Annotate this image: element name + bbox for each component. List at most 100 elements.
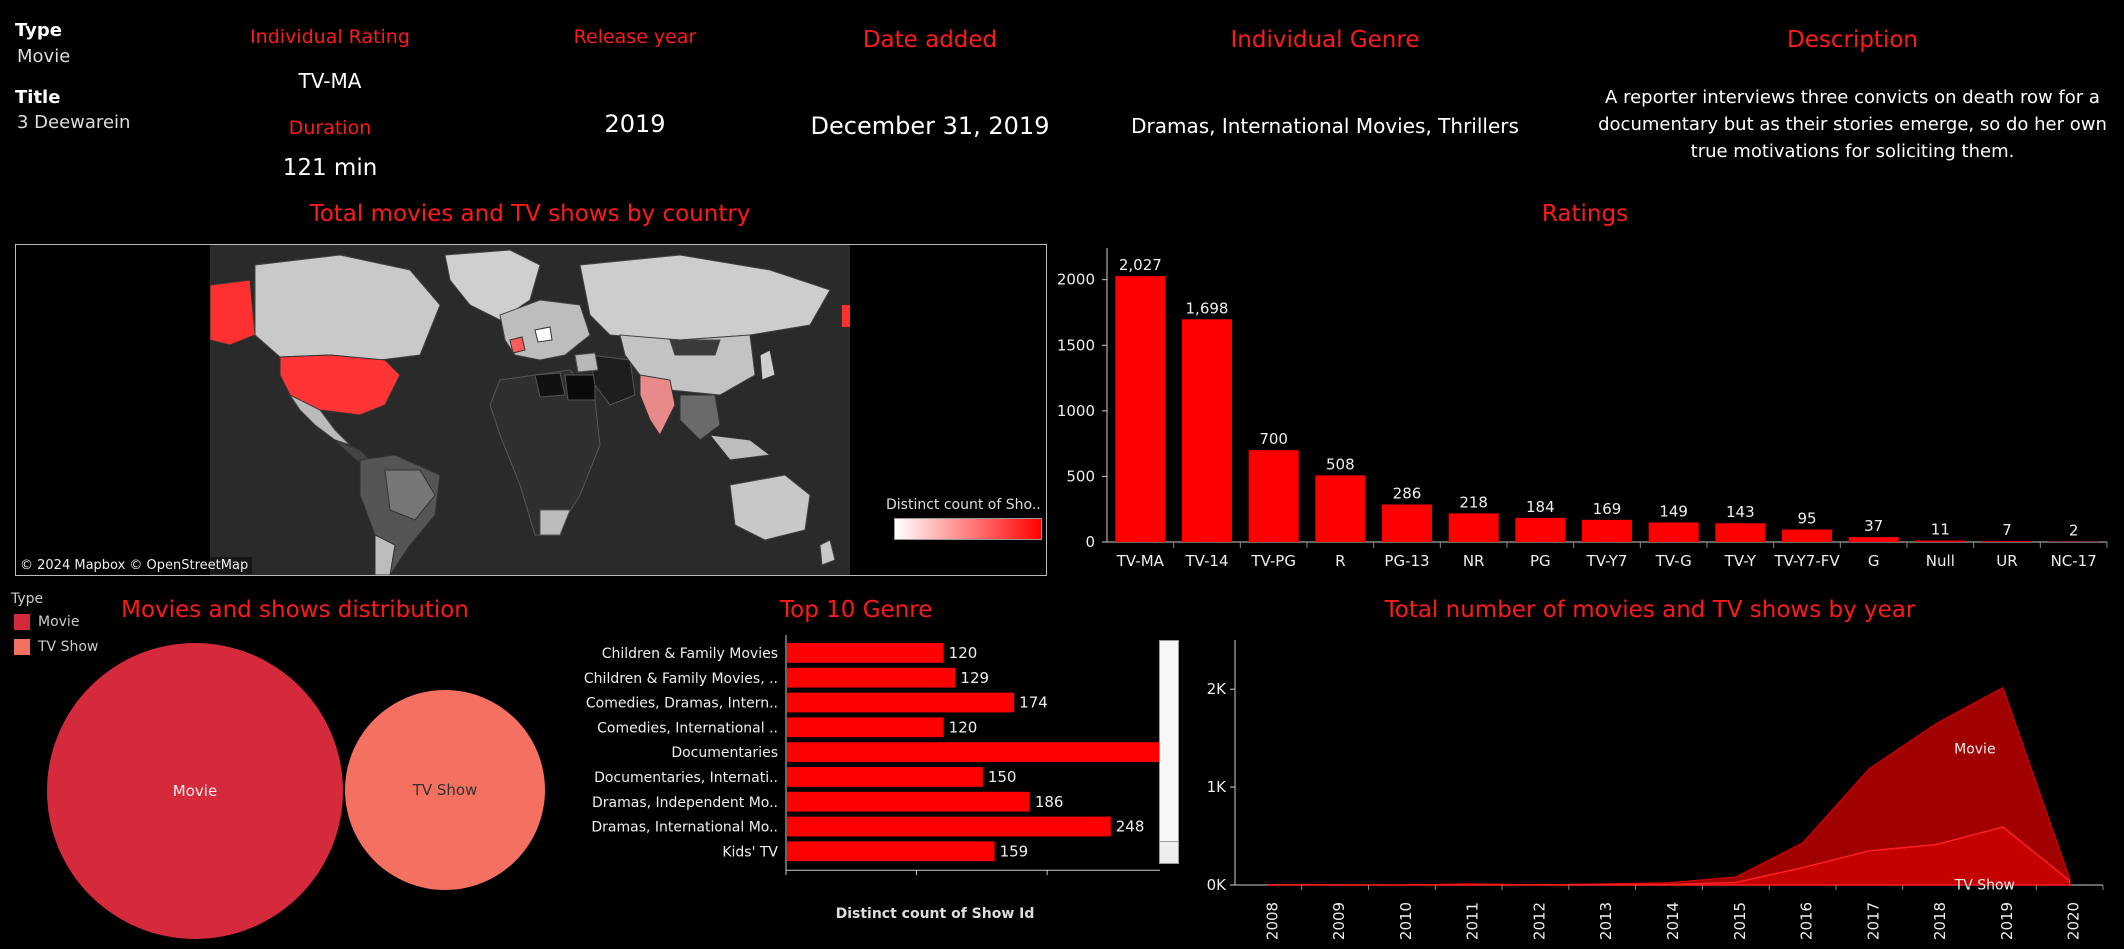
- year-x-tick-label: 2014: [1664, 902, 1682, 940]
- ratings-value-label: 184: [1526, 498, 1555, 516]
- year-x-tick-label: 2012: [1530, 902, 1548, 940]
- ratings-category-label: G: [1868, 552, 1880, 570]
- ratings-bar: [1715, 523, 1766, 542]
- ratings-bar: [1782, 529, 1832, 542]
- year-x-tick-label: 2015: [1731, 902, 1749, 940]
- legend-swatch-tvshow: [14, 639, 30, 655]
- genre-category-label: Documentaries, Internati..: [594, 770, 778, 786]
- release-value: 2019: [604, 110, 666, 138]
- rating-value: TV-MA: [298, 69, 362, 93]
- ratings-bar: [1582, 519, 1632, 542]
- ratings-category-label: PG: [1530, 552, 1551, 570]
- year-x-tick-label: 2013: [1597, 902, 1615, 940]
- map-legend-gradient: [894, 518, 1042, 540]
- year-series-label-movie: Movie: [1954, 742, 1995, 758]
- ratings-value-label: 37: [1864, 517, 1883, 535]
- genre-category-label: Comedies, Dramas, Intern..: [586, 696, 778, 712]
- ratings-value-label: 143: [1726, 503, 1755, 521]
- legend-item-tvshow[interactable]: TV Show: [14, 639, 98, 655]
- bubble-movie[interactable]: [47, 643, 343, 939]
- map-canvas[interactable]: [209, 245, 850, 575]
- ratings-value-label: 2,027: [1119, 256, 1162, 274]
- year-x-tick-label: 2016: [1798, 902, 1816, 940]
- genre-label: Individual Genre: [1230, 27, 1420, 53]
- genre-bar: [787, 767, 983, 787]
- genre-bar: [787, 742, 1160, 762]
- bubble-tvshow[interactable]: [345, 690, 545, 890]
- genre-scrollbar[interactable]: [1159, 640, 1179, 864]
- ratings-category-label: TV-Y: [1724, 552, 1757, 570]
- ratings-y-tick-label: 0: [1085, 533, 1095, 551]
- description-label: Description: [1787, 27, 1918, 53]
- map-edge-red-region: [842, 305, 850, 327]
- genre-bar: [787, 816, 1111, 837]
- bubble-label-tvshow: TV Show: [412, 781, 478, 799]
- year-y-tick-label: 0K: [1207, 876, 1228, 894]
- genre-value-label: 186: [1035, 793, 1064, 811]
- ratings-bar: [1915, 540, 1966, 542]
- duration-value: 121 min: [282, 155, 378, 181]
- ratings-y-tick-label: 1500: [1057, 336, 1095, 354]
- genre-value-label: 159: [1000, 842, 1029, 860]
- year-series-label-tvshow: TV Show: [1954, 878, 2015, 894]
- map-title: Total movies and TV shows by country: [309, 201, 751, 227]
- genre-category-label: Children & Family Movies, ..: [584, 671, 778, 687]
- genre-bar: [787, 667, 956, 688]
- genre-bar: [787, 717, 944, 738]
- ratings-y-tick-label: 2000: [1057, 271, 1095, 289]
- ratings-bar: [1648, 522, 1699, 542]
- ratings-value-label: 700: [1259, 430, 1288, 448]
- year-chart-title: Total number of movies and TV shows by y…: [1384, 597, 1916, 623]
- title-label: Title: [15, 87, 61, 108]
- ratings-value-label: 286: [1393, 484, 1422, 502]
- genre-value-label: 129: [960, 669, 989, 687]
- legend-label-movie: Movie: [38, 614, 80, 630]
- description-value: A reporter interviews three convicts on …: [1598, 87, 2107, 162]
- genre-bar: [787, 643, 944, 663]
- ratings-category-label: Null: [1926, 552, 1955, 570]
- map-attribution[interactable]: © 2024 Mapbox © OpenStreetMap: [16, 557, 253, 574]
- ratings-value-label: 218: [1459, 493, 1488, 511]
- map-legend-title: Distinct count of Sho..: [886, 497, 1041, 513]
- distribution-bubble-chart: Movie TV Show: [47, 643, 545, 939]
- genre-value-label: 248: [1116, 818, 1145, 836]
- ratings-bar: [1382, 504, 1432, 542]
- country-map[interactable]: © 2024 Mapbox © OpenStreetMap Distinct c…: [15, 244, 1047, 576]
- release-label: Release year: [573, 26, 697, 48]
- genre-value-label: 174: [1019, 694, 1048, 712]
- year-y-tick-label: 1K: [1207, 778, 1228, 796]
- type-label: Type: [15, 20, 62, 41]
- year-x-tick-label: 2017: [1864, 902, 1882, 940]
- genre-bar-chart: Children & Family Movies 120 Children & Fa…: [584, 635, 1160, 875]
- ratings-bar: [1982, 541, 2032, 542]
- ratings-category-label: TV-14: [1184, 552, 1228, 570]
- genre-value: Dramas, International Movies, Thrillers: [1131, 114, 1519, 138]
- year-x-tick-label: 2019: [1998, 902, 2016, 940]
- genre-category-label: Comedies, International ..: [597, 720, 778, 736]
- ratings-title: Ratings: [1541, 201, 1629, 227]
- ratings-y-tick-label: 500: [1066, 467, 1095, 485]
- ratings-bar: [1515, 517, 1566, 542]
- ratings-category-label: NR: [1463, 552, 1485, 570]
- ratings-value-label: 169: [1593, 500, 1622, 518]
- genre-category-label: Kids' TV: [722, 844, 778, 860]
- ratings-value-label: 11: [1931, 521, 1950, 539]
- rating-label: Individual Rating: [250, 26, 410, 48]
- genre-category-label: Children & Family Movies: [602, 646, 778, 662]
- ratings-bar: [1315, 475, 1366, 542]
- genre-category-label: Dramas, Independent Mo..: [592, 795, 778, 811]
- year-x-tick-label: 2011: [1464, 902, 1482, 940]
- year-x-tick-label: 2010: [1397, 902, 1415, 940]
- bubble-label-movie: Movie: [173, 782, 217, 800]
- genre-category-label: Documentaries: [671, 745, 778, 761]
- type-value: Movie: [17, 46, 71, 67]
- distribution-legend-title: Type: [11, 591, 44, 607]
- genre-value-label: 150: [988, 768, 1017, 786]
- legend-item-movie[interactable]: Movie: [14, 614, 79, 630]
- ratings-bar-chart: 2000 1500 1000 500 0 2,027 TV-MA 1,698 TV-14 700 T…: [1057, 248, 2108, 570]
- genre-value-label: 120: [949, 718, 978, 736]
- ratings-category-label: TV-PG: [1250, 552, 1296, 570]
- year-x-tick-label: 2020: [2065, 902, 2083, 940]
- genre-bar: [787, 841, 995, 862]
- genre-scrollbar-thumb[interactable]: [1160, 641, 1178, 842]
